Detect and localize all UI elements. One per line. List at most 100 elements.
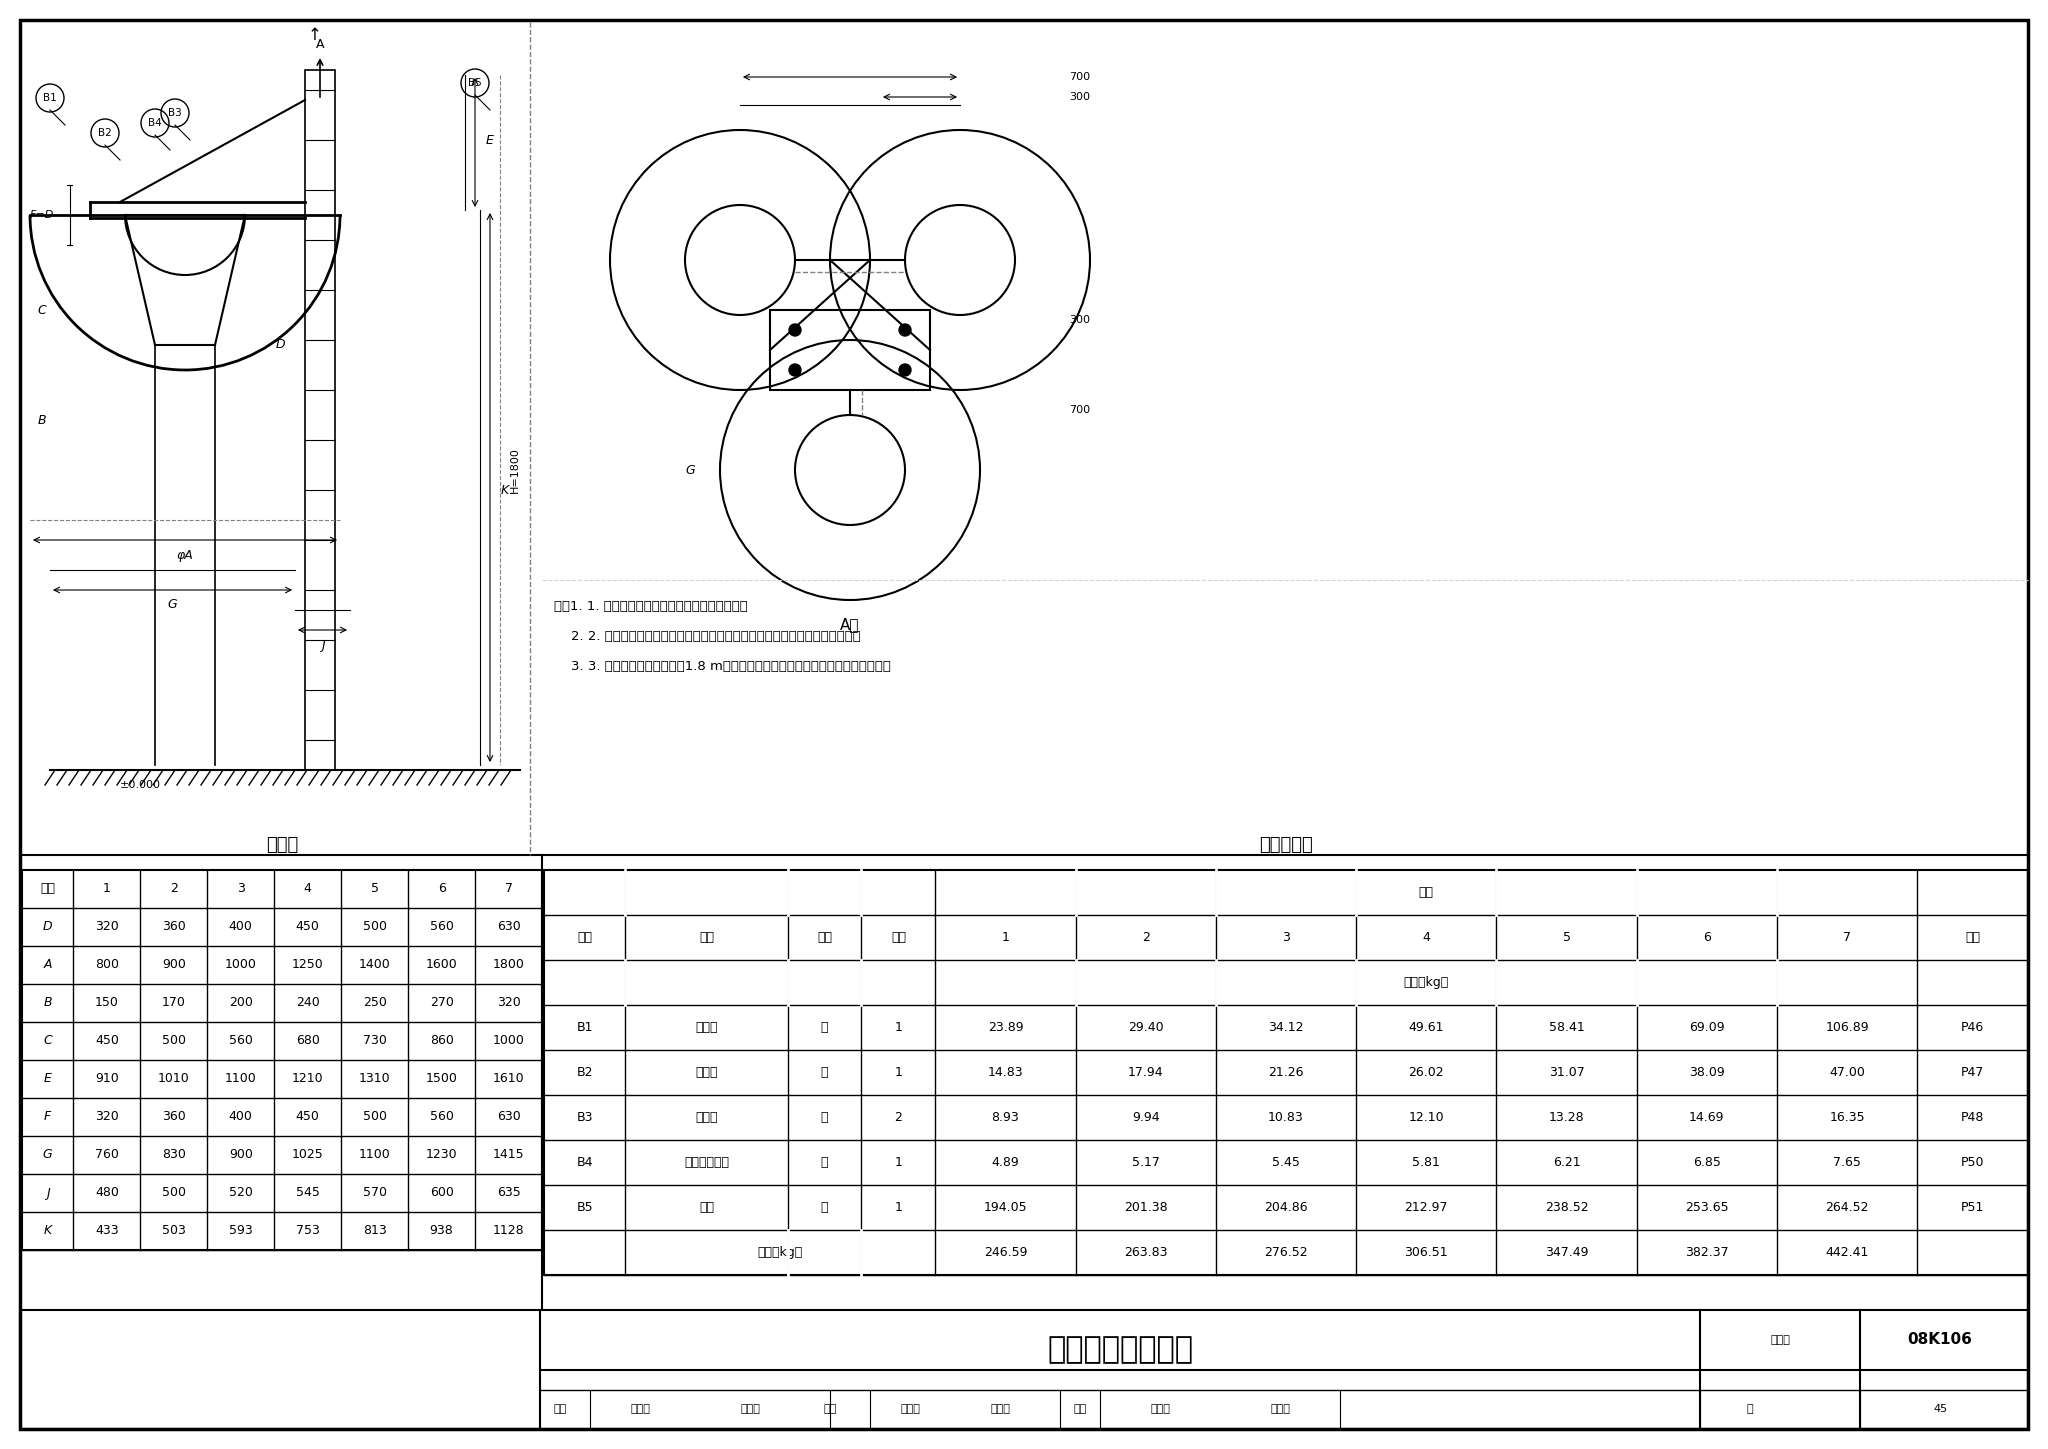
Text: 306.51: 306.51 <box>1405 1246 1448 1259</box>
Text: D: D <box>274 339 285 352</box>
Text: B: B <box>37 413 47 426</box>
Text: 13.28: 13.28 <box>1548 1111 1585 1124</box>
Text: 753: 753 <box>295 1224 319 1237</box>
Text: 49.61: 49.61 <box>1409 1022 1444 1035</box>
Text: 1400: 1400 <box>358 958 391 971</box>
Text: 个: 个 <box>821 1066 827 1080</box>
Text: 单位: 单位 <box>817 932 831 943</box>
Text: B1: B1 <box>43 93 57 103</box>
Text: A向: A向 <box>840 617 860 633</box>
Bar <box>770 310 930 390</box>
Text: 1: 1 <box>102 882 111 895</box>
Text: 38.09: 38.09 <box>1690 1066 1724 1080</box>
Text: 14.83: 14.83 <box>987 1066 1024 1080</box>
Text: 680: 680 <box>295 1035 319 1048</box>
Text: 1310: 1310 <box>358 1072 391 1085</box>
Text: 10.83: 10.83 <box>1268 1111 1305 1124</box>
Text: 69.09: 69.09 <box>1690 1022 1724 1035</box>
Text: 450: 450 <box>94 1035 119 1048</box>
Text: 360: 360 <box>162 1110 186 1123</box>
Text: 16.35: 16.35 <box>1829 1111 1866 1124</box>
Text: 347.49: 347.49 <box>1544 1246 1589 1259</box>
Bar <box>20 1310 2028 1429</box>
Text: 3: 3 <box>238 882 246 895</box>
Text: B4: B4 <box>147 117 162 128</box>
Text: 1600: 1600 <box>426 958 457 971</box>
Text: H=1800: H=1800 <box>510 448 520 493</box>
Text: 900: 900 <box>162 958 186 971</box>
Text: 300: 300 <box>1069 314 1090 325</box>
Text: 630: 630 <box>498 1110 520 1123</box>
Text: 4: 4 <box>303 882 311 895</box>
Text: 760: 760 <box>94 1149 119 1162</box>
Text: G: G <box>43 1149 53 1162</box>
Text: B5: B5 <box>575 1201 594 1214</box>
Text: 郝志江: 郝志江 <box>1270 1404 1290 1414</box>
Text: 433: 433 <box>94 1224 119 1237</box>
Text: 1610: 1610 <box>494 1072 524 1085</box>
Text: 500: 500 <box>162 1187 186 1200</box>
Text: 250: 250 <box>362 997 387 1010</box>
Text: F: F <box>45 1110 51 1123</box>
Text: 12.10: 12.10 <box>1409 1111 1444 1124</box>
Text: 34.12: 34.12 <box>1268 1022 1305 1035</box>
Text: 560: 560 <box>430 1110 453 1123</box>
Text: 21.26: 21.26 <box>1268 1066 1305 1080</box>
Text: 部件明细表: 部件明细表 <box>1260 836 1313 853</box>
Text: 校对: 校对 <box>823 1404 838 1414</box>
Text: 1415: 1415 <box>494 1149 524 1162</box>
Circle shape <box>788 364 801 375</box>
Text: 480: 480 <box>94 1187 119 1200</box>
Text: 1128: 1128 <box>494 1224 524 1237</box>
Text: D: D <box>43 920 53 933</box>
Text: 520: 520 <box>229 1187 252 1200</box>
Text: 320: 320 <box>498 997 520 1010</box>
Text: 审核: 审核 <box>553 1404 567 1414</box>
Text: P47: P47 <box>1960 1066 1985 1080</box>
Text: 5: 5 <box>371 882 379 895</box>
Text: 钢柱: 钢柱 <box>698 1201 715 1214</box>
Text: 9.94: 9.94 <box>1133 1111 1159 1124</box>
Text: B3: B3 <box>168 109 182 117</box>
Text: 5: 5 <box>1563 932 1571 943</box>
Text: 2: 2 <box>895 1111 903 1124</box>
Text: 300: 300 <box>1069 91 1090 101</box>
Text: 830: 830 <box>162 1149 186 1162</box>
Text: 14.69: 14.69 <box>1690 1111 1724 1124</box>
Text: 910: 910 <box>94 1072 119 1085</box>
Text: 1500: 1500 <box>426 1072 457 1085</box>
Text: 450: 450 <box>295 1110 319 1123</box>
Text: 58.41: 58.41 <box>1548 1022 1585 1035</box>
Text: 2: 2 <box>170 882 178 895</box>
Text: 730: 730 <box>362 1035 387 1048</box>
Text: 700: 700 <box>1069 72 1092 83</box>
Text: 270: 270 <box>430 997 453 1010</box>
Text: P51: P51 <box>1960 1201 1985 1214</box>
Text: 813: 813 <box>362 1224 387 1237</box>
Text: 1: 1 <box>895 1156 903 1169</box>
Text: K: K <box>502 484 510 497</box>
Text: 1230: 1230 <box>426 1149 457 1162</box>
Text: 263.83: 263.83 <box>1124 1246 1167 1259</box>
Text: 设计: 设计 <box>1073 1404 1087 1414</box>
Text: 个: 个 <box>821 1201 827 1214</box>
Text: 1800: 1800 <box>494 958 524 971</box>
Text: G: G <box>686 464 694 477</box>
Text: 回转器: 回转器 <box>694 1111 717 1124</box>
Text: P46: P46 <box>1962 1022 1985 1035</box>
Text: 1: 1 <box>895 1201 903 1214</box>
Text: 组: 组 <box>821 1156 827 1169</box>
Text: 4: 4 <box>1423 932 1430 943</box>
Text: 800: 800 <box>94 958 119 971</box>
Text: 204.86: 204.86 <box>1264 1201 1309 1214</box>
Text: C: C <box>37 303 47 316</box>
Text: 630: 630 <box>498 920 520 933</box>
Text: 1025: 1025 <box>293 1149 324 1162</box>
Text: 5.45: 5.45 <box>1272 1156 1300 1169</box>
Text: 29.40: 29.40 <box>1128 1022 1163 1035</box>
Text: 700: 700 <box>1069 406 1092 414</box>
Text: 450: 450 <box>295 920 319 933</box>
Text: 2: 2 <box>1143 932 1149 943</box>
Text: B2: B2 <box>98 128 113 138</box>
Text: 页: 页 <box>1747 1404 1753 1414</box>
